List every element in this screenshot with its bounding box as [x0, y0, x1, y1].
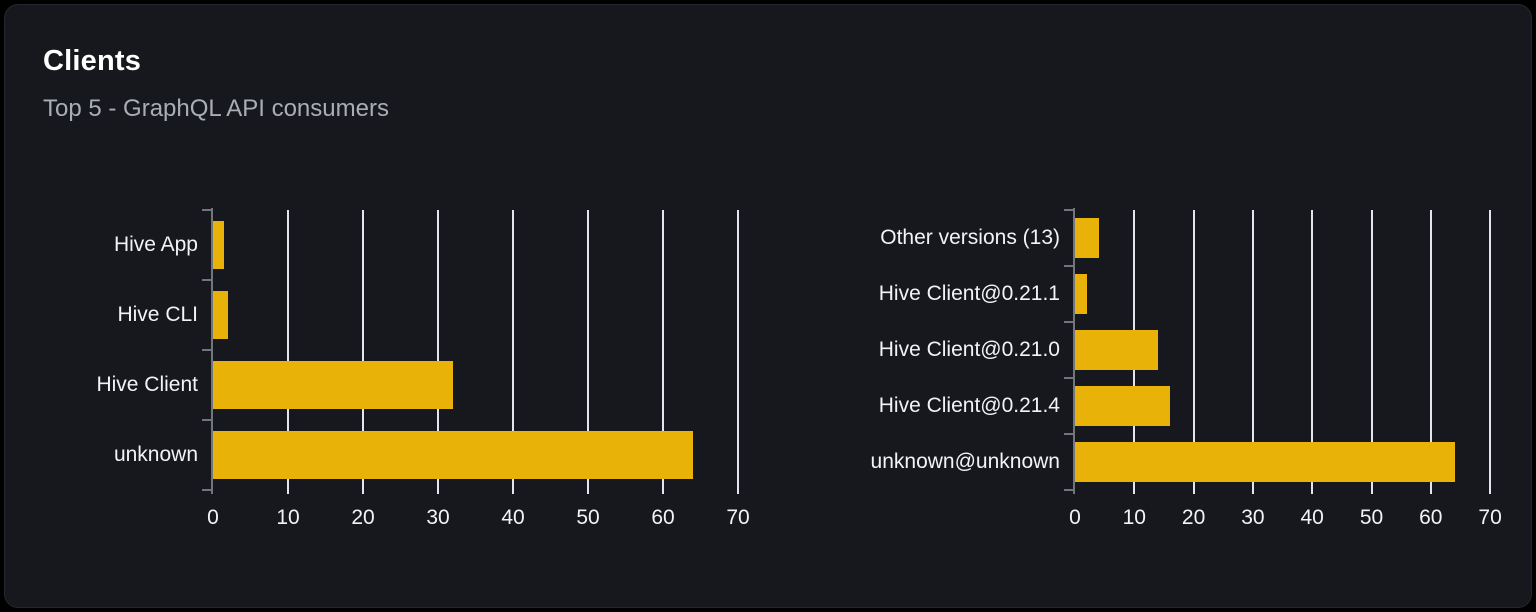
x-tick-label: 0: [207, 506, 219, 529]
gridline: [1429, 210, 1432, 494]
card-title: Clients: [43, 45, 142, 77]
bar-unknown-unknown[interactable]: [1075, 442, 1455, 482]
x-tick-label: 10: [1122, 506, 1146, 529]
y-axis-tick: [1064, 377, 1073, 379]
bar-hive-client-0-21-0[interactable]: [1075, 330, 1158, 370]
y-axis-tick: [1064, 433, 1073, 435]
x-tick-label: 10: [276, 506, 300, 529]
y-axis-tick: [1064, 209, 1073, 211]
x-tick-label: 70: [1478, 506, 1502, 529]
x-tick-label: 30: [1241, 506, 1265, 529]
category-label: Hive Client@0.21.0: [878, 338, 1060, 361]
bar-hive-client-0-21-4[interactable]: [1075, 386, 1170, 426]
y-axis-tick: [202, 349, 211, 351]
y-axis-tick: [202, 279, 211, 281]
y-axis-line: [1073, 208, 1075, 494]
bar-unknown[interactable]: [213, 431, 693, 479]
x-tick-label: 40: [1300, 506, 1324, 529]
gridline: [662, 210, 664, 494]
category-label: Hive Client@0.21.1: [878, 282, 1060, 305]
bar-other-versions-13[interactable]: [1075, 218, 1099, 258]
x-tick-label: 60: [1419, 506, 1443, 529]
y-axis-tick: [202, 419, 211, 421]
x-tick-label: 40: [501, 506, 525, 529]
y-axis-line: [211, 208, 213, 494]
category-label: Other versions (13): [880, 226, 1060, 249]
gridline: [737, 210, 739, 494]
x-tick-label: 20: [1181, 506, 1206, 529]
x-tick-label: 0: [1069, 506, 1081, 529]
category-label: Hive CLI: [117, 303, 198, 326]
gridline: [512, 210, 514, 494]
gridline: [587, 210, 589, 494]
x-tick-label: 50: [576, 506, 600, 529]
x-tick-label: 70: [726, 506, 750, 529]
y-axis-tick: [202, 209, 211, 211]
gridline: [362, 210, 364, 494]
gridline: [1192, 210, 1195, 494]
category-label: unknown@unknown: [870, 450, 1060, 473]
gridline: [1489, 210, 1492, 494]
category-label: Hive Client@0.21.4: [878, 394, 1060, 417]
x-tick-label: 60: [651, 506, 675, 529]
category-label: unknown: [113, 443, 198, 466]
y-axis-tick: [1064, 321, 1073, 323]
bar-hive-cli[interactable]: [213, 291, 228, 339]
bar-hive-client[interactable]: [213, 361, 453, 409]
category-label: Hive Client: [96, 373, 198, 396]
y-axis-tick: [1064, 489, 1073, 491]
bar-hive-app[interactable]: [213, 221, 224, 269]
category-label: Hive App: [113, 233, 198, 256]
x-tick-label: 30: [426, 506, 450, 529]
y-axis-tick: [1064, 265, 1073, 267]
gridline: [1311, 210, 1314, 494]
x-tick-label: 50: [1359, 506, 1384, 529]
gridline: [437, 210, 439, 494]
gridline: [1370, 210, 1373, 494]
gridline: [287, 210, 289, 494]
y-axis-tick: [202, 489, 211, 491]
x-tick-label: 20: [351, 506, 375, 529]
bar-hive-client-0-21-1[interactable]: [1075, 274, 1087, 314]
clients-card: [4, 4, 1532, 608]
card-subtitle: Top 5 - GraphQL API consumers: [43, 95, 389, 122]
gridline: [1251, 210, 1254, 494]
